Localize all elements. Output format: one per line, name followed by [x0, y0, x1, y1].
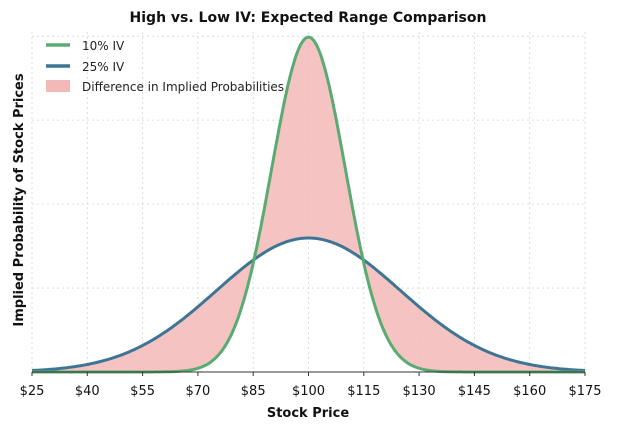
legend-swatch-difference	[46, 80, 70, 92]
x-tick-label: $160	[513, 384, 546, 399]
y-axis-label: Implied Probability of Stock Prices	[12, 73, 27, 327]
x-tick-label: $40	[75, 384, 100, 399]
x-tick-label: $25	[20, 384, 45, 399]
legend-label-difference: Difference in Implied Probabilities	[82, 80, 284, 94]
legend: 10% IV 25% IV Difference in Implied Prob…	[46, 39, 284, 94]
series-line-25iv	[31, 236, 586, 372]
x-tick-label: $115	[347, 384, 380, 399]
x-axis-label: Stock Price	[267, 406, 349, 421]
difference-fill-area	[32, 37, 585, 372]
chart-title: High vs. Low IV: Expected Range Comparis…	[130, 10, 487, 26]
fill-layer	[32, 37, 585, 372]
x-tick-label: $100	[292, 384, 325, 399]
x-tick-label: $175	[568, 384, 601, 399]
x-tick-label: $55	[130, 384, 155, 399]
x-tick-label: $145	[458, 384, 491, 399]
x-tick-label: $85	[241, 384, 266, 399]
x-tick-label: $70	[185, 384, 210, 399]
x-tick-label: $130	[403, 384, 436, 399]
legend-label-25iv: 25% IV	[82, 60, 125, 74]
x-tick-layer: $25 $40 $55 $70 $85 $100 $115 $130 $145 $160 $175	[20, 372, 602, 399]
legend-label-10iv: 10% IV	[82, 39, 125, 53]
